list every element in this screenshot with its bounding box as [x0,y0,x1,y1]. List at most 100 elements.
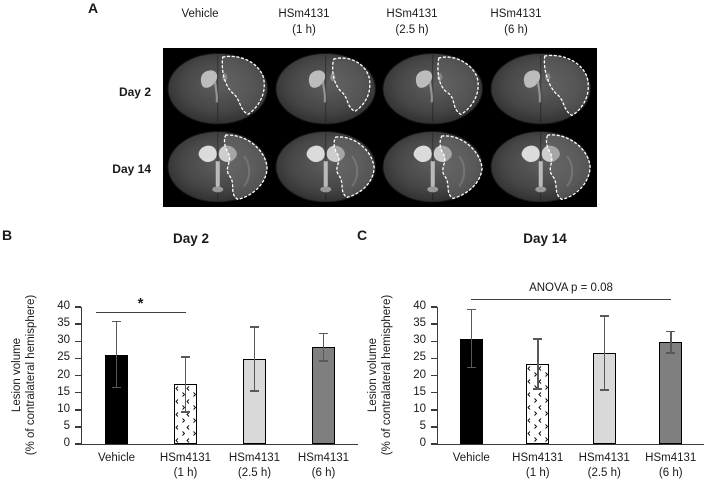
column-header-line2: (2.5 h) [395,24,429,36]
error-bar-cap-bottom [533,388,543,390]
column-header-line2: (6 h) [504,24,528,36]
y-tick-label: 35 [413,317,426,330]
error-bar-cap-bottom [112,386,121,389]
y-tick-label: 20 [57,368,70,381]
y-tick-label: 15 [57,385,70,398]
mri-brain-image [382,130,484,202]
bar-vehicle [459,338,483,444]
x-category-label-vehicle: Vehicle [77,451,157,466]
error-bar-cap-top [666,330,676,333]
x-category-line2: (2.5 h) [587,467,621,479]
significance-label: * [137,295,144,313]
column-header-line1: HSm4131 [386,8,438,20]
mri-brain-image [167,53,269,125]
error-bar [115,321,118,388]
column-header-line1: HSm4131 [278,8,330,20]
y-tick-mark [74,374,81,377]
x-category-line1: Vehicle [97,452,136,464]
plot-area: 0 5 10 15 20 25 30 35 40 Vehicle HSm4131 (1 h) HSm41… [57,295,358,479]
y-tick-mark [74,340,81,342]
y-tick-mark [430,340,437,342]
panel-c-label: C [357,227,368,243]
y-tick-label: 25 [57,351,70,364]
plot-area: 0 5 10 15 20 25 30 35 40 Vehicle HSm4131 (1 h) HSm41… [413,282,704,479]
y-axis-label-line1: Lesion volume [367,337,379,413]
x-category-label-hsm4131-2-5-h: HSm4131 (2.5 h) [564,451,644,481]
y-axis-label: Lesion volume (% of contralateral hemisp… [10,285,38,465]
mri-cell-day-14-hsm4131-2-5-h [380,128,488,206]
y-tick-label: 20 [413,368,426,381]
mri-brain-image [489,53,591,125]
x-category-label-hsm4131-6-h: HSm4131 (6 h) [631,451,707,481]
x-category-line2: (2.5 h) [237,467,272,479]
y-tick-label: 10 [57,402,70,415]
mri-panel [163,48,597,207]
panel-b-label: B [2,227,13,243]
mri-cell-day-2-hsm4131-6-h [488,50,596,128]
error-bar-cap-bottom [181,411,190,413]
error-bar-cap-bottom [319,360,328,362]
y-tick-mark [430,426,437,428]
x-category-line1: HSm4131 [159,452,212,464]
bar-hsm4131-6-h [312,347,335,444]
mri-cell-day-14-hsm4131-6-h [488,128,596,206]
mri-brain-image [274,130,376,202]
error-bar [603,315,605,390]
mri-brain-image [382,53,484,125]
row-label-day14: Day 14 [112,162,151,176]
mri-cell-day-2-hsm4131-1-h [273,50,381,128]
chart-day2: B Day 2 Lesion volume (% of contralatera… [0,224,358,488]
bar-hsm4131-1-h [174,384,197,444]
x-category-line2: (6 h) [311,467,336,479]
y-axis-label: Lesion volume (% of contralateral hemisp… [366,285,394,465]
error-bar-cap-top [250,326,259,328]
error-bar [470,309,472,368]
column-header-line2: (1 h) [292,24,316,36]
y-tick-label: 10 [413,402,426,415]
mri-brain-image [167,130,269,202]
error-bar-cap-top [181,356,190,358]
error-bar-cap-top [533,338,543,340]
mri-cell-day-14-hsm4131-1-h [273,128,381,206]
y-tick-mark [430,409,437,411]
error-bar-cap-top [599,315,609,317]
y-tick-label: 35 [57,317,70,330]
y-axis-label-line2: (% of contralateral hemisphere) [25,294,37,456]
mri-cell-day-2-vehicle [165,50,273,128]
column-header-hsm4131-1h: HSm4131 (1 h) [249,6,359,38]
chart-day14: C Day 14 Lesion volume (% of contralater… [352,224,707,488]
y-tick-mark [430,306,437,308]
column-header-vehicle: Vehicle [145,6,255,22]
x-category-label-hsm4131-6-h: HSm4131 (6 h) [284,451,364,481]
significance-label: ANOVA p = 0.08 [529,282,613,295]
x-category-line1: HSm4131 [297,452,350,464]
error-bar-cap-bottom [466,366,476,369]
significance-line [471,299,671,301]
y-axis-label-line1: Lesion volume [11,337,23,413]
error-bar [670,331,672,354]
column-header-hsm4131-6h: HSm4131 (6 h) [461,6,571,38]
y-tick-mark [430,374,437,377]
dot-pattern-fill [527,365,549,443]
y-tick-mark [74,391,81,394]
y-tick-mark [74,409,81,411]
error-bar-cap-bottom [599,389,609,391]
mri-brain-image [489,130,591,202]
y-tick-label: 5 [63,419,70,432]
column-header-line1: HSm4131 [490,8,542,20]
x-category-line1: HSm4131 [645,452,697,464]
y-tick-label: 30 [413,334,426,347]
y-tick-mark [430,357,437,360]
dot-pattern-fill [175,385,196,443]
error-bar [184,357,187,412]
error-bar-cap-top [112,320,121,323]
error-bar-cap-bottom [666,352,676,354]
mri-brain-image [274,53,376,125]
mri-cell-day-2-hsm4131-2-5-h [380,50,488,128]
y-tick-mark [74,357,81,360]
error-bar [537,339,539,390]
error-bar-cap-top [319,332,328,335]
x-category-line1: HSm4131 [228,452,281,464]
y-axis-label-line2: (% of contralateral hemisphere) [381,294,393,456]
